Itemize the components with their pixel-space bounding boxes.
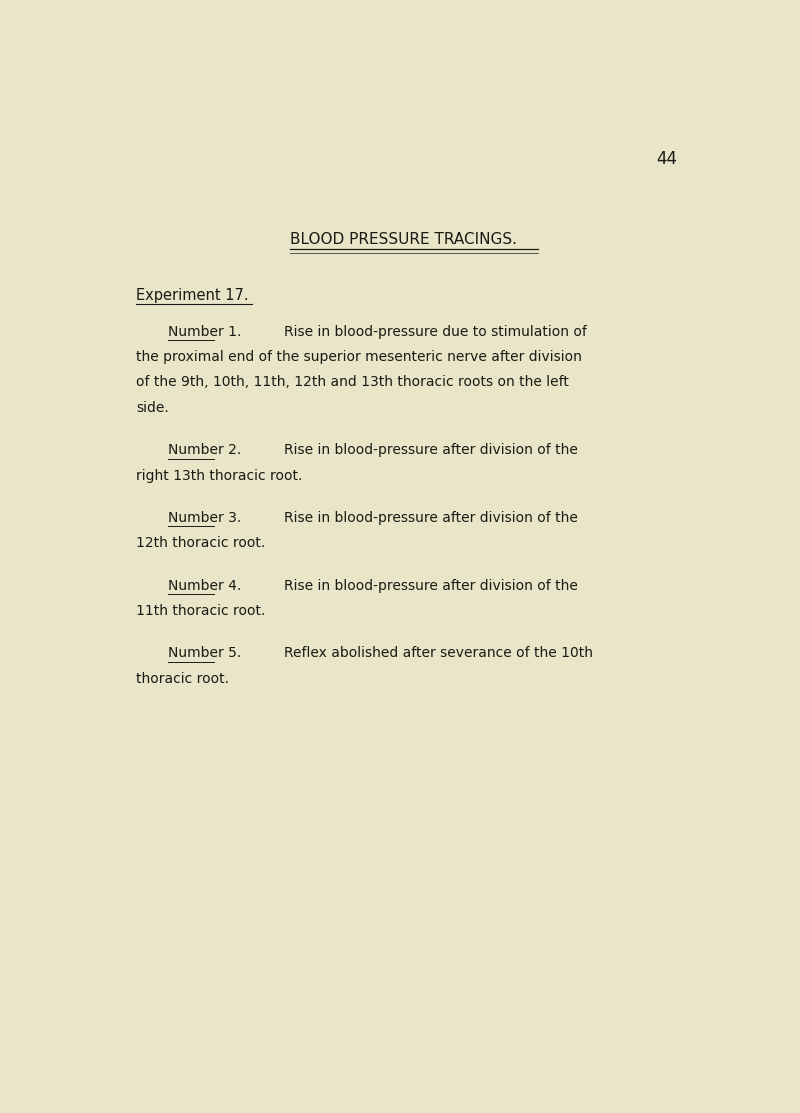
Text: 44: 44 (657, 150, 678, 168)
Text: Experiment 17.: Experiment 17. (137, 287, 249, 303)
Text: Number 2.: Number 2. (168, 443, 242, 457)
Text: right 13th thoracic root.: right 13th thoracic root. (137, 469, 302, 483)
Text: Number 1.: Number 1. (168, 325, 242, 338)
Text: Number 5.: Number 5. (168, 647, 242, 660)
Text: Rise in blood-pressure after division of the: Rise in blood-pressure after division of… (285, 443, 578, 457)
Text: Rise in blood-pressure after division of the: Rise in blood-pressure after division of… (285, 511, 578, 525)
Text: 11th thoracic root.: 11th thoracic root. (137, 604, 266, 618)
Text: Rise in blood-pressure after division of the: Rise in blood-pressure after division of… (285, 579, 578, 592)
Text: Reflex abolished after severance of the 10th: Reflex abolished after severance of the … (285, 647, 594, 660)
Text: Number 4.: Number 4. (168, 579, 242, 592)
Text: side.: side. (137, 401, 169, 415)
Text: the proximal end of the superior mesenteric nerve after division: the proximal end of the superior mesente… (137, 349, 582, 364)
Text: BLOOD PRESSURE TRACINGS.: BLOOD PRESSURE TRACINGS. (290, 233, 517, 247)
Text: of the 9th, 10th, 11th, 12th and 13th thoracic roots on the left: of the 9th, 10th, 11th, 12th and 13th th… (137, 375, 570, 390)
Text: thoracic root.: thoracic root. (137, 672, 230, 686)
Text: Number 3.: Number 3. (168, 511, 242, 525)
Text: 12th thoracic root.: 12th thoracic root. (137, 536, 266, 550)
Text: Rise in blood-pressure due to stimulation of: Rise in blood-pressure due to stimulatio… (285, 325, 587, 338)
